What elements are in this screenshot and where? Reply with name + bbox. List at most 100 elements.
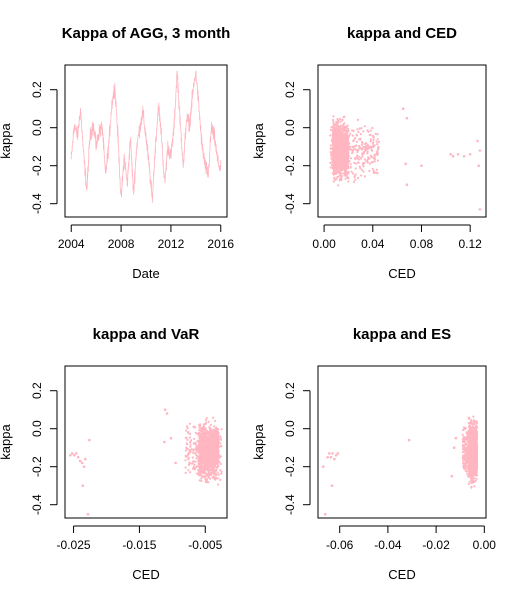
cluster-point bbox=[360, 127, 362, 129]
cluster-point bbox=[355, 163, 357, 165]
cluster-point bbox=[341, 154, 343, 156]
x-tick-label: 2008 bbox=[108, 237, 135, 251]
data-point bbox=[170, 437, 173, 440]
cluster-point bbox=[378, 141, 380, 143]
cluster-point bbox=[216, 432, 218, 434]
cluster-point bbox=[464, 444, 466, 446]
cluster-point bbox=[208, 455, 210, 457]
cluster-point bbox=[206, 417, 208, 419]
x-tick-label: 0.00 bbox=[312, 237, 336, 251]
cluster-point bbox=[475, 448, 477, 450]
cluster-point bbox=[215, 478, 217, 480]
data-point bbox=[174, 462, 177, 465]
cluster-point bbox=[372, 139, 374, 141]
cluster-point bbox=[198, 447, 200, 449]
cluster-point bbox=[374, 158, 376, 160]
cluster-point bbox=[341, 136, 343, 138]
cluster-point bbox=[208, 421, 210, 423]
cluster-point bbox=[356, 134, 358, 136]
cluster-point bbox=[364, 146, 366, 148]
cluster-point bbox=[337, 122, 339, 124]
cluster-point bbox=[371, 161, 373, 163]
cluster-point bbox=[473, 477, 475, 479]
cluster-point bbox=[476, 457, 478, 459]
cluster-point bbox=[201, 453, 203, 455]
cluster-point bbox=[474, 435, 476, 437]
cluster-point bbox=[344, 159, 346, 161]
cluster-point bbox=[335, 131, 337, 133]
cluster-point bbox=[470, 487, 472, 489]
cluster-point bbox=[463, 468, 465, 470]
cluster-point bbox=[332, 149, 334, 151]
x-axis-label: CED bbox=[388, 567, 415, 582]
data-point bbox=[73, 454, 76, 457]
cluster-point bbox=[204, 472, 206, 474]
cluster-point bbox=[217, 438, 219, 440]
cluster-point bbox=[364, 143, 366, 145]
x-tick-label: -0.005 bbox=[188, 538, 222, 552]
panel-4: kappa and ESCEDkappa-0.06 -0.04 -0.02 0.00-… bbox=[251, 326, 496, 582]
cluster-point bbox=[204, 469, 206, 471]
cluster-point bbox=[468, 434, 470, 436]
cluster-point bbox=[203, 431, 205, 433]
cluster-point bbox=[339, 128, 341, 130]
cluster-point bbox=[347, 177, 349, 179]
cluster-point bbox=[339, 139, 341, 141]
cluster-point bbox=[332, 115, 334, 117]
cluster-point bbox=[205, 460, 207, 462]
cluster-point bbox=[369, 140, 371, 142]
cluster-point bbox=[345, 138, 347, 140]
cluster-point bbox=[216, 467, 218, 469]
cluster-point bbox=[185, 455, 187, 457]
cluster-point bbox=[354, 179, 356, 181]
cluster-point bbox=[465, 438, 467, 440]
cluster-point bbox=[207, 460, 209, 462]
cluster-point bbox=[340, 162, 342, 164]
x-axis-label: Date bbox=[132, 266, 159, 281]
cluster-point bbox=[210, 444, 212, 446]
cluster-point bbox=[189, 433, 191, 435]
cluster-point bbox=[199, 462, 201, 464]
cluster-point bbox=[334, 161, 336, 163]
cluster-point bbox=[198, 458, 200, 460]
cluster-point bbox=[357, 177, 359, 179]
cluster-point bbox=[470, 449, 472, 451]
cluster-point bbox=[476, 450, 478, 452]
cluster-point bbox=[333, 159, 335, 161]
cluster-point bbox=[334, 136, 336, 138]
cluster-point bbox=[367, 151, 369, 153]
cluster-point bbox=[193, 466, 195, 468]
cluster-point bbox=[206, 462, 208, 464]
data-point bbox=[322, 465, 325, 468]
cluster-point bbox=[469, 427, 471, 429]
cluster-point bbox=[332, 131, 334, 133]
cluster-point bbox=[211, 460, 213, 462]
cluster-point bbox=[472, 482, 474, 484]
cluster-point bbox=[374, 160, 376, 162]
cluster-point bbox=[186, 425, 188, 427]
cluster-point bbox=[207, 442, 209, 444]
cluster-point bbox=[206, 478, 208, 480]
x-tick-label: 2012 bbox=[158, 237, 185, 251]
cluster-point bbox=[185, 430, 187, 432]
cluster-point bbox=[348, 160, 350, 162]
cluster-point bbox=[471, 434, 473, 436]
cluster-point bbox=[205, 423, 207, 425]
cluster-point bbox=[197, 460, 199, 462]
data-point bbox=[337, 452, 340, 455]
data-point bbox=[82, 484, 85, 487]
y-tick-label: -0.2 bbox=[30, 456, 44, 477]
data-point bbox=[333, 458, 336, 461]
x-tick-label: 2004 bbox=[58, 237, 85, 251]
data-point bbox=[83, 465, 86, 468]
cluster-point bbox=[358, 147, 360, 149]
data-point bbox=[420, 164, 423, 167]
cluster-point bbox=[358, 162, 360, 164]
cluster-point bbox=[368, 170, 370, 172]
panel-2: kappa and CEDCEDkappa0.00 0.04 0.08 0.12-0.… bbox=[251, 25, 486, 281]
data-point bbox=[452, 155, 455, 158]
cluster-point bbox=[471, 459, 473, 461]
cluster-point bbox=[373, 171, 375, 173]
cluster-point bbox=[372, 141, 374, 143]
cluster-point bbox=[369, 134, 371, 136]
